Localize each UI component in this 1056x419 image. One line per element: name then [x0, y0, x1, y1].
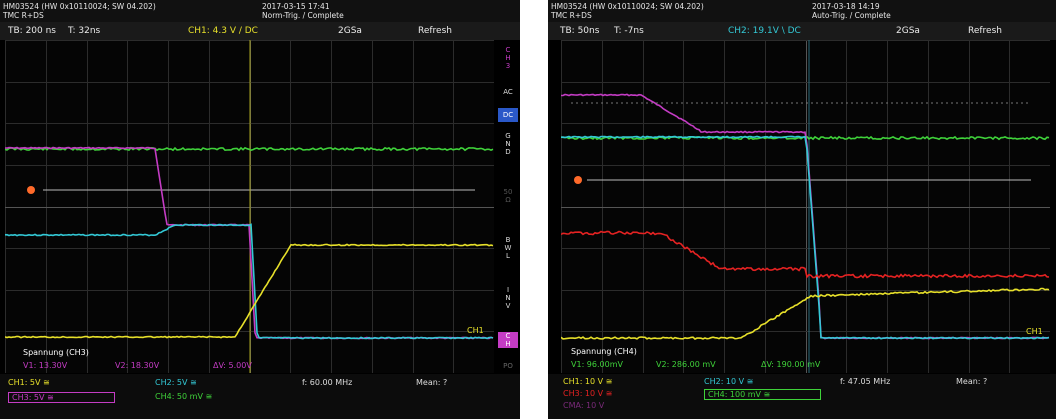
side-button-ch3[interactable]: C H 3: [505, 46, 511, 70]
trigger-time[interactable]: T: 32ns: [68, 26, 101, 36]
mean: Mean: ?: [956, 377, 988, 386]
measurement-v1: V1: 13.30V: [23, 361, 68, 370]
timebase[interactable]: TB: 200 ns: [8, 26, 56, 36]
datetime: 2017-03-18 14:19: [812, 2, 880, 11]
waveform-svg: [561, 40, 1050, 373]
trigger-status: Norm-Trig. / Complete: [262, 11, 344, 20]
acquisition-mode[interactable]: Refresh: [968, 26, 1002, 36]
side-button-po[interactable]: PO: [503, 362, 513, 370]
ch4-trace: [5, 146, 494, 152]
measurement-v2: V2: 18.30V: [115, 361, 160, 370]
ch3-trace: [5, 146, 494, 340]
scope-screenshot-left: HM03524 (HW 0x10110024; SW 04.202) TMC R+…: [0, 0, 520, 419]
interface-info: TMC R+DS: [3, 11, 44, 20]
trigger-channel[interactable]: CH2: 19.1V \ DC: [728, 26, 801, 36]
measurement-v2: V2: 286.00 mV: [656, 360, 716, 369]
side-button-inv[interactable]: I N V: [505, 286, 511, 310]
ch3-trace: [561, 93, 1050, 340]
waveform-display: Spannung (CH4) V1: 96.00mV V2: 286.00 mV…: [561, 40, 1050, 373]
trigger-status: Auto-Trig. / Complete: [812, 11, 891, 20]
timebase[interactable]: TB: 50ns: [560, 26, 600, 36]
ch2-scale[interactable]: CH2: 10 V ≅: [704, 377, 754, 386]
ch4-scale[interactable]: CH4: 50 mV ≅: [155, 392, 213, 401]
ch2-trace: [5, 223, 494, 340]
acquisition-mode[interactable]: Refresh: [418, 26, 452, 36]
measurement-title: Spannung (CH4): [571, 347, 637, 356]
device-info: HM03524 (HW 0x10110024; SW 04.202): [3, 2, 156, 11]
ch1-scale[interactable]: CH1: 10 V ≅: [563, 377, 613, 386]
channel-marker-label: CH1: [467, 326, 484, 335]
side-button-dc[interactable]: DC: [498, 108, 518, 122]
sample-rate: 2GSa: [338, 26, 362, 36]
measurement-v1: V1: 96.00mV: [571, 360, 623, 369]
sample-rate: 2GSa: [896, 26, 920, 36]
ref-marker-icon: [27, 186, 35, 194]
side-button-50ohm[interactable]: 50 Ω: [503, 188, 513, 204]
frequency: f: 60.00 MHz: [302, 378, 353, 387]
ch3-scale[interactable]: CH3: 10 V ≅: [563, 389, 613, 398]
status-bar: TB: 50ns T: -7ns CH2: 19.1V \ DC 2GSa Re…: [548, 22, 1056, 40]
ch1-trace: [5, 243, 494, 339]
ref-marker-icon: [574, 176, 582, 184]
waveform-svg: [5, 40, 494, 373]
scope-screenshot-right: HM03524 (HW 0x10110024; SW 04.202) TMC R+…: [548, 0, 1056, 419]
channel-footer: CH1: 5V ≅ CH2: 5V ≅ CH3: 5V ≅ CH4: 50 mV…: [0, 374, 520, 419]
device-info: HM03524 (HW 0x10110024; SW 04.202): [551, 2, 704, 11]
waveform-display: Spannung (CH3) V1: 13.30V V2: 18.30V ΔV:…: [5, 40, 494, 373]
trigger-channel[interactable]: CH1: 4.3 V / DC: [188, 26, 258, 36]
math-label: CMA: 10 V: [563, 401, 605, 410]
ch3-red-trace: [561, 230, 1050, 279]
header: HM03524 (HW 0x10110024; SW 04.202) TMC R+…: [0, 0, 520, 22]
ch3-scale[interactable]: CH3: 5V ≅: [8, 392, 115, 403]
measurement-dv: ΔV: 190.00 mV: [761, 360, 821, 369]
channel-marker-label: CH1: [1026, 327, 1043, 336]
trigger-time[interactable]: T: -7ns: [614, 26, 644, 36]
interface-info: TMC R+DS: [551, 11, 592, 20]
status-bar: TB: 200 ns T: 32ns CH1: 4.3 V / DC 2GSa …: [0, 22, 520, 40]
side-menu: C H 3 AC DC G N D 50 Ω B W L I N V C H P…: [496, 40, 520, 379]
side-button-bwl[interactable]: B W L: [504, 236, 512, 260]
ch1-trace: [561, 287, 1050, 340]
header: HM03524 (HW 0x10110024; SW 04.202) TMC R+…: [548, 0, 1056, 22]
side-button-ch-active[interactable]: C H: [498, 332, 518, 348]
channel-footer: CH1: 10 V ≅ CH2: 10 V ≅ CH3: 10 V ≅ CH4:…: [548, 374, 1056, 419]
ch2-trace: [561, 135, 1050, 340]
measurement-dv: ΔV: 5.00V: [213, 361, 252, 370]
datetime: 2017-03-15 17:41: [262, 2, 330, 11]
frequency: f: 47.05 MHz: [840, 377, 891, 386]
ch4-scale[interactable]: CH4: 100 mV ≅: [704, 389, 822, 400]
side-button-gnd[interactable]: G N D: [505, 132, 511, 156]
mean: Mean: ?: [416, 378, 448, 387]
measurement-title: Spannung (CH3): [23, 348, 89, 357]
ch1-scale[interactable]: CH1: 5V ≅: [8, 378, 50, 387]
ch2-scale[interactable]: CH2: 5V ≅: [155, 378, 197, 387]
side-button-ac[interactable]: AC: [503, 88, 513, 96]
